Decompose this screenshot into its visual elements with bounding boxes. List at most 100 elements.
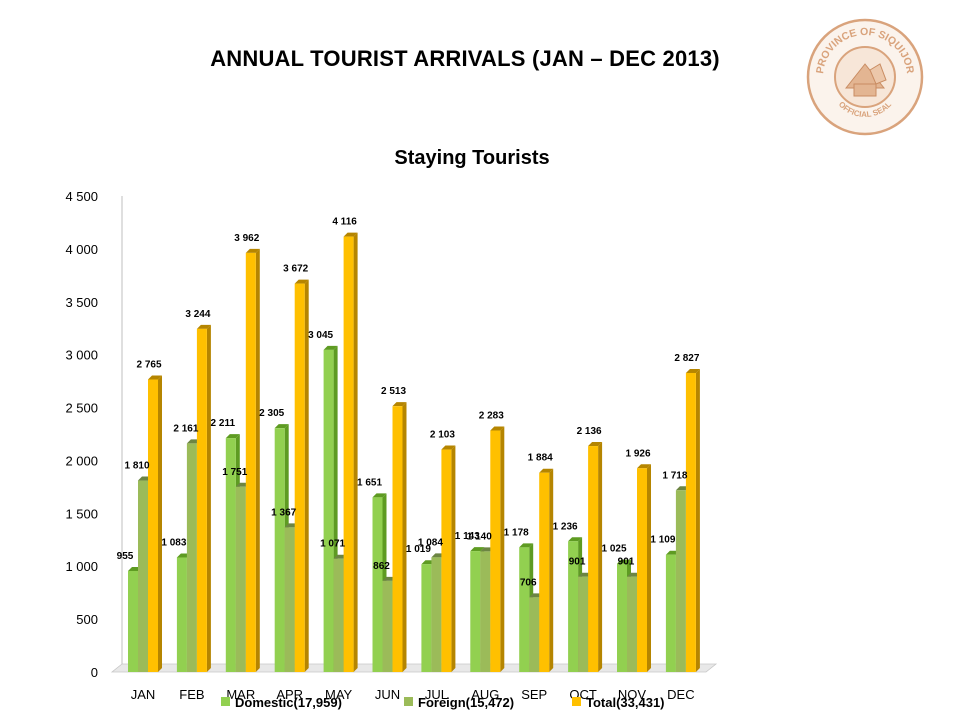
data-label: 2 513 bbox=[381, 386, 406, 397]
bar bbox=[333, 558, 344, 672]
data-label: 1 884 bbox=[528, 453, 553, 464]
x-tick-label: FEB bbox=[179, 687, 204, 702]
bar-oct-s3 bbox=[588, 442, 603, 672]
bar-feb-s3 bbox=[196, 324, 211, 672]
bar-top bbox=[617, 559, 631, 564]
x-tick-label: MAY bbox=[325, 687, 353, 702]
bar-dec-s3 bbox=[685, 368, 700, 672]
bar bbox=[323, 349, 334, 672]
bar bbox=[186, 443, 197, 672]
bar bbox=[568, 541, 579, 672]
data-label: 1 236 bbox=[553, 521, 578, 532]
data-label: 3 962 bbox=[234, 233, 259, 244]
data-label: 1 718 bbox=[662, 470, 687, 481]
bar-top bbox=[196, 324, 211, 329]
bar bbox=[637, 468, 647, 672]
data-label: 862 bbox=[373, 561, 390, 572]
data-label: 2 283 bbox=[479, 411, 504, 422]
bar-top bbox=[372, 493, 387, 498]
bar bbox=[245, 252, 256, 672]
data-label: 1 083 bbox=[161, 537, 186, 548]
legend-swatch bbox=[404, 697, 413, 706]
bar bbox=[196, 328, 207, 672]
data-label: 1 810 bbox=[124, 461, 149, 472]
x-tick-label: DEC bbox=[667, 687, 694, 702]
bar-mar-s3 bbox=[245, 248, 260, 672]
bar bbox=[235, 486, 246, 672]
y-tick-label: 2 500 bbox=[65, 401, 98, 416]
y-tick-label: 1 500 bbox=[65, 506, 98, 521]
bar bbox=[539, 472, 550, 672]
bar-aug-s3 bbox=[490, 426, 505, 672]
bar-top bbox=[225, 434, 240, 439]
bar bbox=[529, 597, 540, 672]
bar-side bbox=[304, 279, 309, 672]
bar bbox=[431, 557, 442, 672]
bar-top bbox=[568, 537, 583, 542]
bar-top bbox=[519, 543, 534, 548]
page-title: ANNUAL TOURIST ARRIVALS (JAN – DEC 2013) bbox=[210, 46, 720, 71]
bar-top bbox=[323, 345, 338, 350]
data-label: 1 071 bbox=[320, 539, 345, 550]
bar bbox=[441, 449, 452, 672]
bar-side bbox=[598, 442, 603, 672]
bar bbox=[176, 557, 187, 672]
bar bbox=[343, 236, 354, 673]
bar-side bbox=[695, 368, 700, 672]
bar bbox=[470, 551, 481, 672]
data-label: 1 367 bbox=[271, 507, 296, 518]
bar bbox=[128, 570, 138, 672]
data-label: 1 751 bbox=[222, 467, 247, 478]
bar bbox=[588, 446, 599, 672]
bar-top bbox=[588, 442, 603, 447]
bar bbox=[627, 576, 637, 672]
legend-swatch bbox=[221, 697, 230, 706]
bar-top bbox=[539, 468, 554, 473]
bar-top bbox=[637, 464, 651, 469]
data-label: 3 672 bbox=[283, 264, 308, 275]
y-tick-label: 500 bbox=[76, 612, 98, 627]
x-tick-label: SEP bbox=[521, 687, 547, 702]
bar-side bbox=[500, 426, 505, 672]
bar bbox=[421, 564, 432, 672]
data-label: 1 109 bbox=[650, 535, 675, 546]
data-label: 2 103 bbox=[430, 430, 455, 441]
bar-jan-s3 bbox=[148, 375, 162, 672]
y-tick-label: 0 bbox=[91, 665, 98, 680]
data-label: 3 045 bbox=[308, 330, 333, 341]
bar bbox=[274, 428, 285, 672]
bar-top bbox=[148, 375, 162, 380]
bar bbox=[578, 576, 589, 672]
bar-side bbox=[158, 375, 162, 672]
data-label: 2 136 bbox=[577, 426, 602, 437]
data-label: 1 019 bbox=[406, 544, 431, 555]
bar-top bbox=[245, 248, 260, 253]
bar bbox=[617, 563, 627, 672]
bar bbox=[490, 430, 501, 672]
plot-floor bbox=[110, 196, 718, 673]
y-axis: 0 500 1 000 1 500 2 000 2 500 3 000 3 500 4 000 4… bbox=[65, 189, 98, 680]
bar-side bbox=[353, 232, 358, 673]
bar-side bbox=[255, 248, 260, 672]
bar bbox=[480, 551, 491, 672]
bar-side bbox=[451, 445, 456, 672]
x-tick-label: MAR bbox=[226, 687, 255, 702]
data-label: 1 926 bbox=[625, 448, 650, 459]
bar bbox=[392, 406, 403, 672]
y-tick-label: 4 000 bbox=[65, 242, 98, 257]
data-label: 1 025 bbox=[601, 544, 626, 555]
bar-top bbox=[392, 402, 407, 407]
bar bbox=[675, 490, 686, 672]
data-label: 706 bbox=[520, 577, 537, 588]
bar bbox=[225, 438, 236, 672]
bar bbox=[519, 547, 530, 672]
data-label: 3 244 bbox=[185, 309, 210, 320]
bar bbox=[138, 480, 148, 672]
x-tick-label: JUL bbox=[425, 687, 448, 702]
bar-apr-s3 bbox=[294, 279, 309, 672]
data-label: 1 178 bbox=[504, 527, 529, 538]
data-label: 2 161 bbox=[173, 423, 198, 434]
data-label: 1 143 bbox=[455, 531, 480, 542]
bar-top bbox=[343, 232, 358, 237]
bars-group bbox=[128, 232, 700, 673]
